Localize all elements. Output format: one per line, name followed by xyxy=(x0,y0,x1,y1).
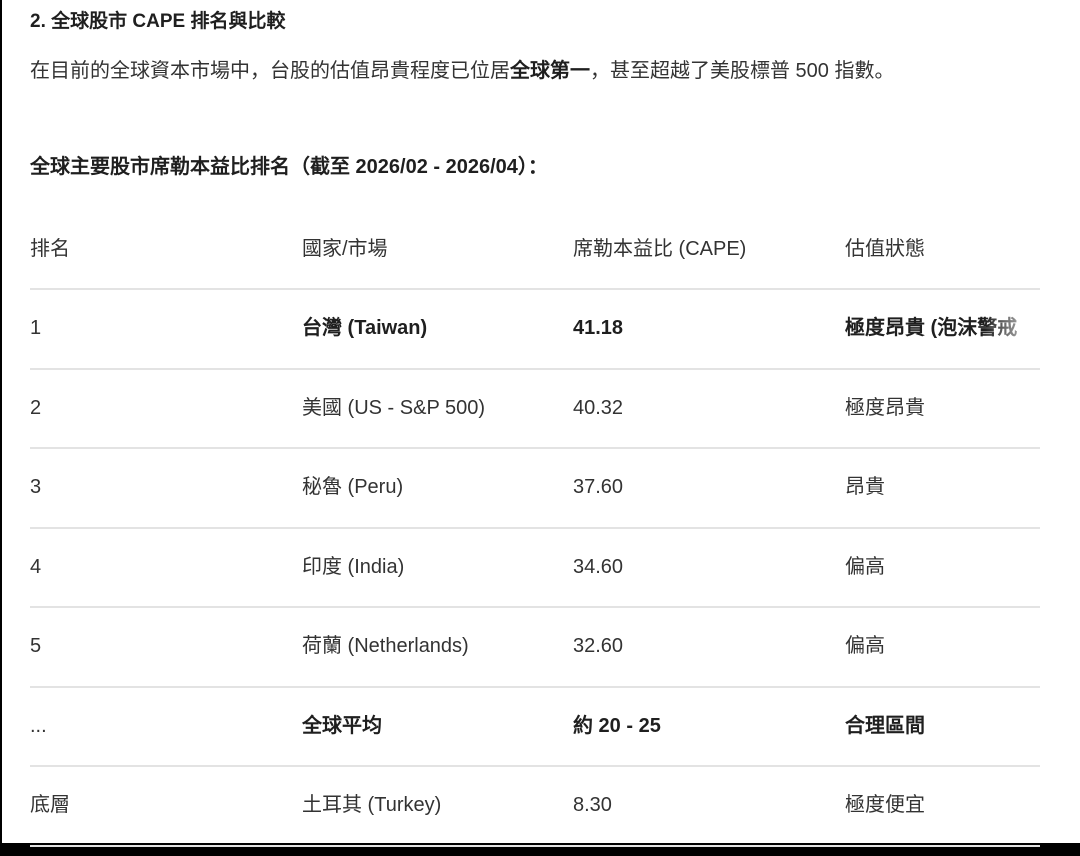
table-row: 4 印度 (India) 34.60 偏高 xyxy=(30,529,1040,608)
table-header-row: 排名 國家/市場 席勒本益比 (CAPE) 估值狀態 xyxy=(30,211,1040,290)
table-row: 底層 土耳其 (Turkey) 8.30 極度便宜 xyxy=(30,767,1040,847)
cell-cape: 37.60 xyxy=(573,476,624,498)
cell-cape: 約 20 - 25 xyxy=(573,714,661,737)
cell-market: 印度 (India) xyxy=(302,555,405,578)
cell-status: 偏高 xyxy=(845,635,885,657)
cell-cape: 40.32 xyxy=(573,396,624,419)
cell-cape: 41.18 xyxy=(573,317,624,339)
cell-status: 極度昂貴 xyxy=(845,396,925,419)
cell-cape: 8.30 xyxy=(573,794,612,816)
cell-market: 荷蘭 (Netherlands) xyxy=(302,635,469,657)
cell-cape: 32.60 xyxy=(573,635,624,657)
table-row: 5 荷蘭 (Netherlands) 32.60 偏高 xyxy=(30,608,1040,688)
cell-rank: 3 xyxy=(30,476,42,498)
header-rank: 排名 xyxy=(30,238,70,260)
cell-market: 台灣 (Taiwan) xyxy=(302,317,428,339)
cell-rank: 1 xyxy=(30,317,42,339)
section-heading: 2. 全球股市 CAPE 排名與比較 xyxy=(30,11,286,32)
cell-status: 昂貴 xyxy=(845,476,885,498)
header-cape: 席勒本益比 (CAPE) xyxy=(573,238,747,260)
table-row: ... 全球平均 約 20 - 25 合理區間 xyxy=(30,688,1040,767)
cell-cape: 34.60 xyxy=(573,555,624,578)
cell-market: 土耳其 (Turkey) xyxy=(302,794,442,816)
paragraph-bold-text: 全球第一 xyxy=(510,60,590,82)
intro-paragraph: 在目前的全球資本市場中，台股的估值昂貴程度已位居全球第一，甚至超越了美股標普 5… xyxy=(30,52,1020,90)
cell-rank: 5 xyxy=(30,635,42,657)
table-row: 1 台灣 (Taiwan) 41.18 極度昂貴 (泡沫警戒 xyxy=(30,290,1040,370)
cell-rank: 底層 xyxy=(30,794,70,816)
cell-status: 偏高 xyxy=(845,555,885,578)
header-market: 國家/市場 xyxy=(302,238,388,260)
cell-market: 美國 (US - S&P 500) xyxy=(302,396,486,419)
cell-status: 極度便宜 xyxy=(845,794,925,816)
cell-rank: ... xyxy=(30,714,47,737)
cell-rank: 2 xyxy=(30,396,42,419)
cell-market: 秘魯 (Peru) xyxy=(302,476,404,498)
paragraph-text: 在目前的全球資本市場中，台股的估值昂貴程度已位居 xyxy=(30,60,510,82)
header-status: 估值狀態 xyxy=(845,238,925,260)
table-row: 3 秘魯 (Peru) 37.60 昂貴 xyxy=(30,449,1040,529)
cape-ranking-table: 排名 國家/市場 席勒本益比 (CAPE) 估值狀態 1 台灣 (Taiwan) 4… xyxy=(30,211,1040,847)
cell-market: 全球平均 xyxy=(302,714,382,737)
paragraph-text: ，甚至超越了美股標普 500 指數。 xyxy=(590,60,895,82)
cell-rank: 4 xyxy=(30,555,42,578)
table-row: 2 美國 (US - S&P 500) 40.32 極度昂貴 xyxy=(30,370,1040,449)
table-caption: 全球主要股市席勒本益比排名（截至 2026/02 - 2026/04）： xyxy=(30,156,548,178)
cell-status: 合理區間 xyxy=(845,714,925,737)
cell-status: 極度昂貴 (泡沫警戒 xyxy=(845,317,1018,339)
